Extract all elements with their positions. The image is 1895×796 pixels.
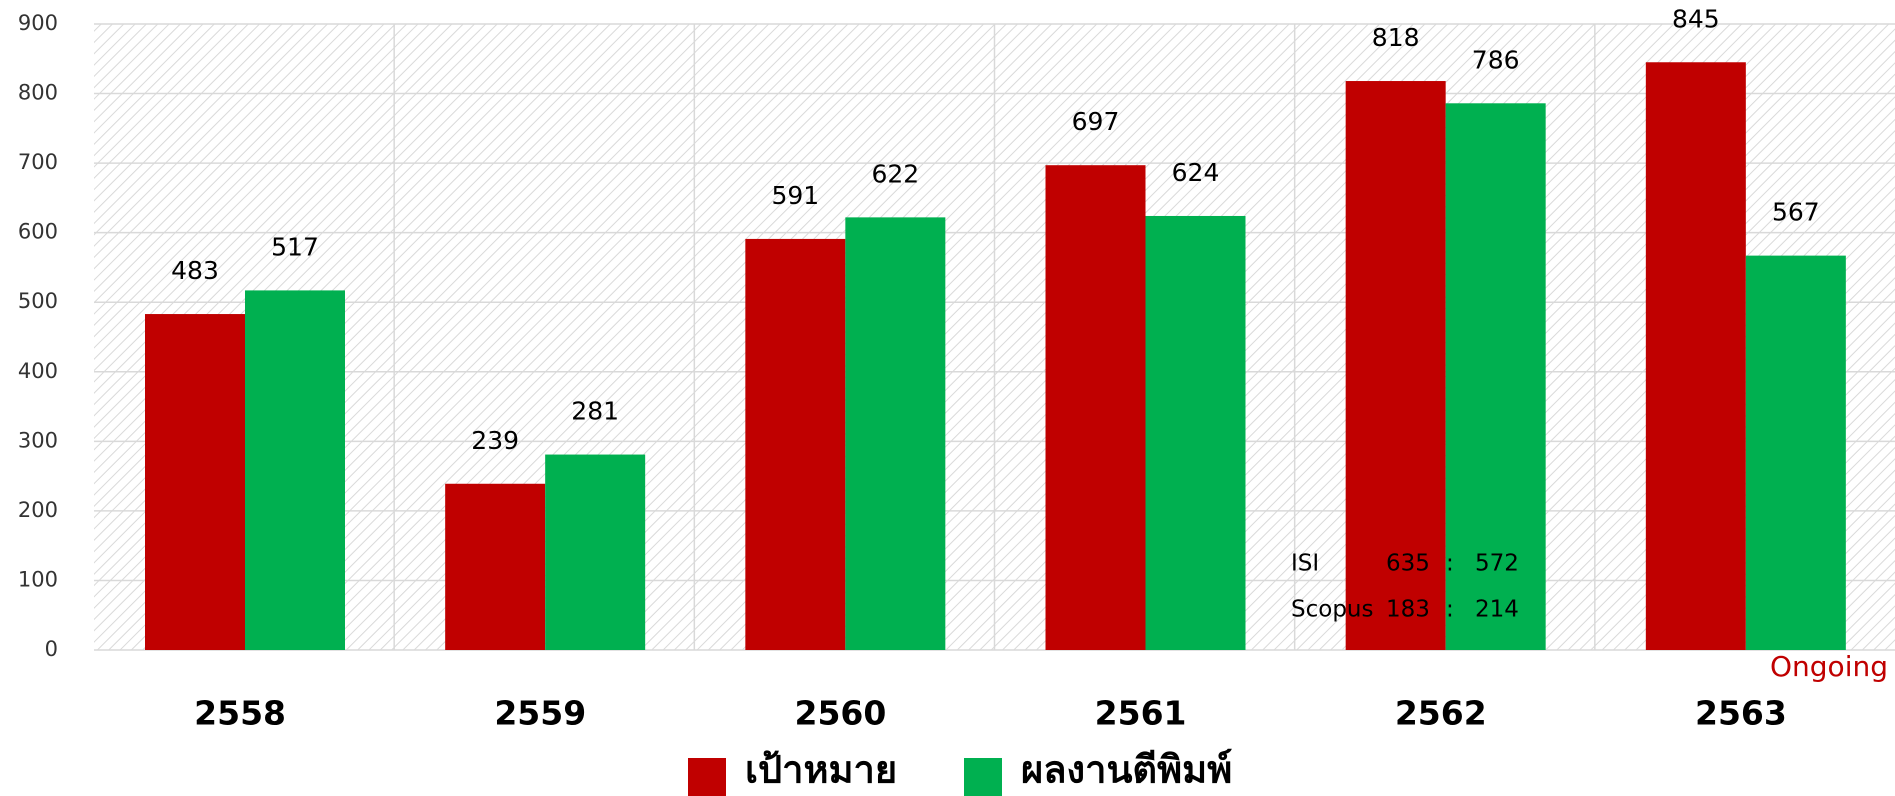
y-tick-label: 400 (18, 359, 58, 383)
value-label: 624 (1172, 158, 1220, 187)
x-tick-label: 2561 (1095, 694, 1187, 733)
annotation-value: 214 (1475, 597, 1519, 623)
annotation-value: 183 (1386, 597, 1430, 623)
value-label: 567 (1772, 198, 1820, 227)
value-label: 622 (871, 159, 919, 188)
legend-label: เป้าหมาย (745, 748, 897, 792)
annotation-label: ISI (1291, 551, 1319, 577)
y-tick-label: 100 (18, 567, 58, 591)
value-label: 239 (471, 426, 519, 455)
annotation-separator: : (1446, 597, 1454, 623)
bar (1145, 215, 1246, 650)
annotation-value: 572 (1475, 551, 1519, 577)
legend-swatch (964, 758, 1002, 796)
x-tick-label: 2560 (794, 694, 886, 733)
bar (245, 290, 345, 650)
y-tick-label: 900 (18, 11, 58, 35)
value-label: 786 (1472, 45, 1520, 74)
value-label: 845 (1672, 4, 1720, 33)
value-label: 281 (571, 397, 619, 426)
bar (1045, 165, 1146, 650)
legend-label: ผลงานตีพิมพ์ (1021, 748, 1232, 792)
value-label: 591 (771, 181, 819, 210)
note: Ongoing (1770, 650, 1888, 683)
value-label: 818 (1372, 23, 1420, 52)
bar (745, 238, 846, 650)
bar (545, 454, 646, 650)
x-tick-label: 2562 (1395, 694, 1487, 733)
annotation-value: 635 (1386, 551, 1430, 577)
y-tick-label: 0 (45, 637, 58, 661)
x-tick-label: 2558 (194, 694, 286, 733)
bar (445, 483, 546, 650)
value-label: 517 (271, 232, 319, 261)
annotation-label: Scopus (1291, 597, 1373, 623)
y-tick-label: 700 (18, 150, 58, 174)
x-tick-label: 2559 (494, 694, 586, 733)
bar (1445, 103, 1546, 650)
annotation-separator: : (1446, 551, 1454, 577)
legend-swatch (688, 758, 726, 796)
bar (845, 217, 946, 650)
bar (1645, 62, 1746, 650)
x-tick-label: 2563 (1695, 694, 1787, 733)
value-label: 483 (171, 256, 219, 285)
y-tick-label: 200 (18, 498, 58, 522)
y-tick-label: 300 (18, 428, 58, 452)
y-tick-label: 500 (18, 289, 58, 313)
bar (1345, 81, 1446, 651)
value-label: 697 (1072, 107, 1120, 136)
bar (1745, 255, 1846, 650)
y-tick-label: 600 (18, 220, 58, 244)
bar (145, 314, 245, 650)
y-tick-label: 800 (18, 81, 58, 105)
